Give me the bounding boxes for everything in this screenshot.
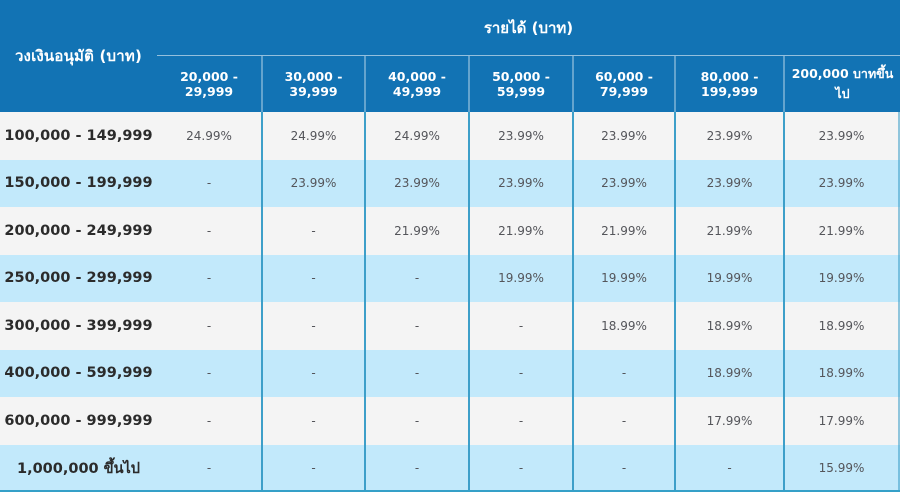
rate-cell: - bbox=[261, 397, 364, 445]
rate-cell: 21.99% bbox=[364, 207, 468, 255]
rate-cell: - bbox=[468, 444, 572, 492]
rate-cell: 18.99% bbox=[783, 349, 900, 397]
table-header: วงเงินอนุมัติ (บาท) รายได้ (บาท) 20,000 … bbox=[0, 0, 900, 112]
rate-cell: 23.99% bbox=[674, 112, 783, 160]
rate-cell: 17.99% bbox=[783, 397, 900, 445]
column-header-6: 200,000 บาทขึ้นไป bbox=[783, 56, 900, 112]
table-row: 200,000 - 249,999- -21.99% 21.99% 21.99% 21.… bbox=[0, 207, 900, 255]
rate-cell: - bbox=[206, 271, 212, 286]
rate-cell: - bbox=[468, 349, 572, 397]
row-label: 400,000 - 599,999 bbox=[4, 365, 153, 382]
rate-cell: - bbox=[364, 302, 468, 350]
rate-cell: - bbox=[674, 444, 783, 492]
rate-cell: 19.99% bbox=[674, 254, 783, 302]
row-label: 600,000 - 999,999 bbox=[4, 412, 153, 429]
rate-cell: 23.99% bbox=[783, 112, 900, 160]
rate-cell: - bbox=[364, 254, 468, 302]
rate-cell: - bbox=[206, 223, 212, 238]
table-row: 150,000 - 199,999-23.99% 23.99% 23.99% 23.9… bbox=[0, 159, 900, 207]
row-label: 100,000 - 149,999 bbox=[4, 127, 153, 144]
credit-limit-header: วงเงินอนุมัติ (บาท) bbox=[14, 47, 143, 65]
rate-cell: - bbox=[206, 461, 212, 476]
rate-cell: - bbox=[206, 366, 212, 381]
income-header-group: รายได้ (บาท) 20,000 - 29,999 30,000 - 39,… bbox=[157, 0, 900, 112]
rate-cell: 23.99% bbox=[468, 159, 572, 207]
column-header-3: 50,000 - 59,999 bbox=[468, 56, 572, 112]
row-label: 150,000 - 199,999 bbox=[4, 175, 153, 192]
rate-cell: - bbox=[261, 254, 364, 302]
rate-cell: 15.99% bbox=[783, 444, 900, 492]
table-row: 250,000 - 299,999- - -19.99% 19.99% 19.99% 19… bbox=[0, 254, 900, 302]
column-header-1: 30,000 - 39,999 bbox=[261, 56, 364, 112]
rate-cell: 18.99% bbox=[674, 349, 783, 397]
rate-cell: - bbox=[261, 302, 364, 350]
rate-cell: - bbox=[261, 207, 364, 255]
column-header-4: 60,000 - 79,999 bbox=[572, 56, 674, 112]
rate-cell: 19.99% bbox=[468, 254, 572, 302]
rate-cell: - bbox=[261, 444, 364, 492]
rate-cell: 24.99% bbox=[261, 112, 364, 160]
rate-cell: 18.99% bbox=[674, 302, 783, 350]
table-body: 100,000 - 149,999 24.99% 24.99% 24.99% 23.99… bbox=[0, 112, 900, 492]
row-label: 1,000,000 ขึ้นไป bbox=[16, 460, 140, 477]
income-column-headers: 20,000 - 29,999 30,000 - 39,999 40,000 - 4… bbox=[157, 56, 900, 112]
rate-cell: 23.99% bbox=[572, 159, 674, 207]
rate-cell: 18.99% bbox=[783, 302, 900, 350]
rate-cell: 23.99% bbox=[468, 112, 572, 160]
income-group-title: รายได้ (บาท) bbox=[157, 0, 900, 56]
rate-cell: - bbox=[572, 397, 674, 445]
table-row: 100,000 - 149,999 24.99% 24.99% 24.99% 23.99… bbox=[0, 112, 900, 160]
rate-cell: - bbox=[468, 302, 572, 350]
column-header-5: 80,000 - 199,999 bbox=[674, 56, 783, 112]
rate-cell: 23.99% bbox=[572, 112, 674, 160]
rate-cell: - bbox=[206, 176, 212, 191]
table-row: 600,000 - 999,999- - - - -17.99% 17.99% bbox=[0, 397, 900, 445]
rate-cell: 23.99% bbox=[674, 159, 783, 207]
rate-cell: - bbox=[206, 413, 212, 428]
rate-cell: 18.99% bbox=[572, 302, 674, 350]
column-header-2: 40,000 - 49,999 bbox=[364, 56, 468, 112]
rate-cell: 23.99% bbox=[364, 159, 468, 207]
rate-cell: - bbox=[261, 349, 364, 397]
rate-cell: - bbox=[206, 318, 212, 333]
rate-cell: - bbox=[468, 397, 572, 445]
row-label: 300,000 - 399,999 bbox=[4, 317, 153, 334]
rate-cell: 19.99% bbox=[572, 254, 674, 302]
rate-cell: 21.99% bbox=[572, 207, 674, 255]
rate-cell: 21.99% bbox=[468, 207, 572, 255]
rate-cell: - bbox=[364, 397, 468, 445]
rate-cell: - bbox=[572, 444, 674, 492]
table-bottom-border bbox=[0, 490, 900, 492]
table-row: 300,000 - 399,999- - - -18.99% 18.99% 18.99% bbox=[0, 302, 900, 350]
rate-cell: 24.99% bbox=[186, 128, 232, 143]
rate-cell: 21.99% bbox=[674, 207, 783, 255]
column-header-0: 20,000 - 29,999 bbox=[180, 69, 238, 99]
row-label: 200,000 - 249,999 bbox=[4, 222, 153, 239]
table-row: 400,000 - 599,999- - - - -18.99% 18.99% bbox=[0, 349, 900, 397]
rate-cell: 19.99% bbox=[783, 254, 900, 302]
rate-cell: 24.99% bbox=[364, 112, 468, 160]
table-row: 1,000,000 ขึ้นไป - - - - - -15.99% bbox=[0, 444, 900, 492]
row-label: 250,000 - 299,999 bbox=[4, 270, 153, 287]
rate-cell: - bbox=[364, 349, 468, 397]
rate-cell: 23.99% bbox=[261, 159, 364, 207]
rate-cell: - bbox=[572, 349, 674, 397]
rate-cell: 21.99% bbox=[783, 207, 900, 255]
rate-cell: 17.99% bbox=[674, 397, 783, 445]
rate-cell: - bbox=[364, 444, 468, 492]
rate-cell: 23.99% bbox=[783, 159, 900, 207]
